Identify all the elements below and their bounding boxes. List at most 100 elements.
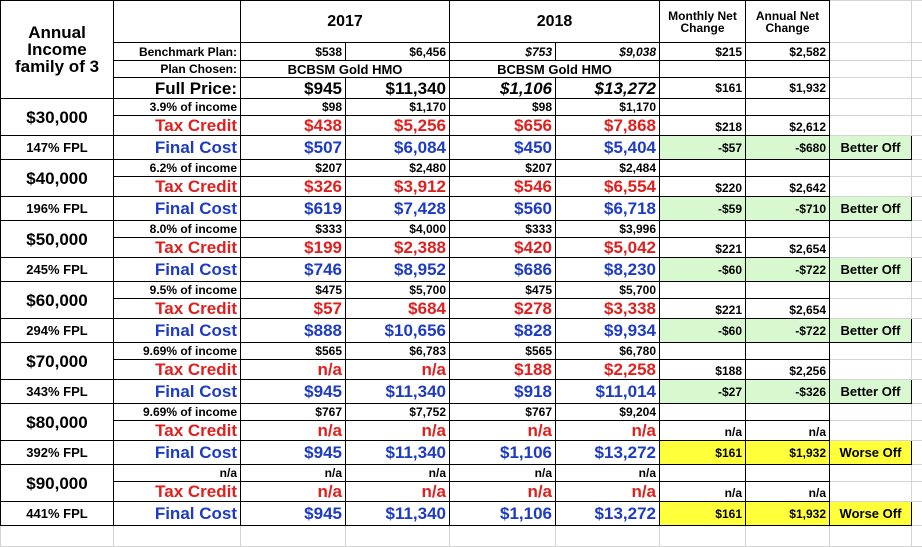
fpl: 147% FPL bbox=[0, 135, 114, 160]
tax-value: $2,256 bbox=[745, 359, 830, 380]
cell bbox=[911, 42, 922, 61]
value: $13,272 bbox=[555, 77, 660, 99]
final-value: $161 bbox=[659, 501, 746, 526]
fpl: 441% FPL bbox=[0, 501, 114, 526]
pct-value: $1,170 bbox=[555, 98, 660, 116]
plan-name: BCBSM Gold HMO bbox=[240, 60, 450, 78]
final-value: -$326 bbox=[745, 379, 830, 404]
fpl: 294% FPL bbox=[0, 318, 114, 343]
tax-value: n/a bbox=[449, 420, 556, 441]
tax-value: n/a bbox=[659, 420, 746, 441]
tax-value: $188 bbox=[659, 359, 746, 380]
final-value: $1,106 bbox=[449, 501, 556, 526]
tax-value: $2,654 bbox=[745, 237, 830, 258]
row: $40,000 6.2% of income $207 $2,480 $207 $2,48… bbox=[0, 159, 922, 197]
cell bbox=[911, 464, 922, 482]
row: Tax Credit n/a n/a n/a n/a n/a n/a bbox=[1, 481, 922, 502]
value: $1,932 bbox=[745, 77, 830, 99]
pct-value: n/a bbox=[449, 464, 556, 482]
cell bbox=[829, 237, 912, 258]
pct-value: $333 bbox=[449, 220, 556, 238]
row: 392% FPL Final Cost $945 $11,340 $1,106 $13,2… bbox=[0, 440, 922, 465]
final-value: $7,428 bbox=[345, 196, 450, 221]
pct-value: $6,780 bbox=[555, 342, 660, 360]
final-label: Final Cost bbox=[113, 196, 241, 221]
tax-value: n/a bbox=[449, 481, 556, 502]
plan-name: BCBSM Gold HMO bbox=[449, 60, 660, 78]
final-value: $828 bbox=[449, 318, 556, 343]
cell bbox=[911, 501, 922, 526]
cell bbox=[829, 159, 912, 177]
tax-value: $546 bbox=[449, 176, 556, 197]
income: $50,000 bbox=[0, 220, 114, 258]
cell bbox=[911, 440, 922, 465]
row: $90,000 n/a n/a n/a n/a n/a bbox=[0, 464, 922, 502]
final-value: $888 bbox=[240, 318, 346, 343]
cell bbox=[745, 403, 830, 421]
pct-value: $9,204 bbox=[555, 403, 660, 421]
final-label: Final Cost bbox=[113, 501, 241, 526]
cell bbox=[829, 403, 912, 421]
pct-value: $2,484 bbox=[555, 159, 660, 177]
row: 196% FPL Final Cost $619 $7,428 $560 $6,718 -$… bbox=[0, 196, 922, 221]
cell bbox=[911, 60, 922, 78]
tax-value: $3,912 bbox=[345, 176, 450, 197]
tax-value: n/a bbox=[345, 359, 450, 380]
fpl: 196% FPL bbox=[0, 196, 114, 221]
final-value: $945 bbox=[240, 440, 346, 465]
cell bbox=[829, 42, 912, 61]
tax-value: $6,554 bbox=[555, 176, 660, 197]
pct-value: $6,783 bbox=[345, 342, 450, 360]
tax-value: $420 bbox=[449, 237, 556, 258]
final-value: $13,272 bbox=[555, 501, 660, 526]
final-value: $161 bbox=[659, 440, 746, 465]
pct-value: $767 bbox=[240, 403, 346, 421]
pct-value: n/a bbox=[555, 464, 660, 482]
final-value: $5,404 bbox=[555, 135, 660, 160]
final-value: $11,340 bbox=[345, 440, 450, 465]
cell bbox=[829, 115, 912, 136]
pct-value: $4,000 bbox=[345, 220, 450, 238]
tax-value: $5,042 bbox=[555, 237, 660, 258]
cell bbox=[911, 135, 922, 160]
row: Tax Credit $57 $684 $278 $3,338 $221 $2,654 bbox=[1, 298, 922, 319]
row: Tax Credit n/a n/a n/a n/a n/a n/a bbox=[1, 420, 922, 441]
row: 294% FPL Final Cost $888 $10,656 $828 $9,934-… bbox=[0, 318, 922, 343]
tax-value: $218 bbox=[659, 115, 746, 136]
final-label: Final Cost bbox=[113, 257, 241, 282]
final-value: $560 bbox=[449, 196, 556, 221]
row: $80,000 9.69% of income $767 $7,752 $767 $9,2… bbox=[0, 403, 922, 441]
pct-value: n/a bbox=[345, 464, 450, 482]
tax-label: Tax Credit bbox=[113, 420, 241, 441]
income: $90,000 bbox=[0, 464, 114, 502]
row: 245% FPL Final Cost $746 $8,952 $686 $8,230 -$… bbox=[0, 257, 922, 282]
cell bbox=[911, 359, 922, 380]
cell bbox=[911, 98, 922, 116]
final-value: $11,340 bbox=[345, 379, 450, 404]
cell bbox=[829, 176, 912, 197]
cell bbox=[911, 159, 922, 177]
tax-value: n/a bbox=[555, 420, 660, 441]
row: $60,000 9.5% of income $475 $5,700 $475 $5,70… bbox=[0, 281, 922, 319]
net-header: Annual Net Change bbox=[745, 0, 830, 43]
cell bbox=[745, 220, 830, 238]
row: 441% FPL Final Cost $945 $11,340 $1,106 $13,2… bbox=[0, 501, 922, 526]
fpl: 245% FPL bbox=[0, 257, 114, 282]
value: $6,456 bbox=[345, 42, 450, 61]
pct-value: $207 bbox=[240, 159, 346, 177]
row: $30,000 3.9% of income $98 $1,170 $98 $1,170 bbox=[0, 98, 922, 136]
pct-value: $5,700 bbox=[555, 281, 660, 299]
tax-value: $2,654 bbox=[745, 298, 830, 319]
final-value: $1,932 bbox=[745, 440, 830, 465]
cell bbox=[911, 379, 922, 404]
tax-label: Tax Credit bbox=[113, 237, 241, 258]
cell bbox=[911, 115, 922, 136]
tax-value: $684 bbox=[345, 298, 450, 319]
verdict: Better Off bbox=[829, 257, 912, 282]
row: 343% FPL Final Cost $945 $11,340 $918 $11,014… bbox=[0, 379, 922, 404]
cell bbox=[745, 525, 830, 547]
final-value: $8,230 bbox=[555, 257, 660, 282]
year-header: 2017 bbox=[240, 0, 450, 43]
pct-value: $767 bbox=[449, 403, 556, 421]
cell bbox=[659, 159, 746, 177]
